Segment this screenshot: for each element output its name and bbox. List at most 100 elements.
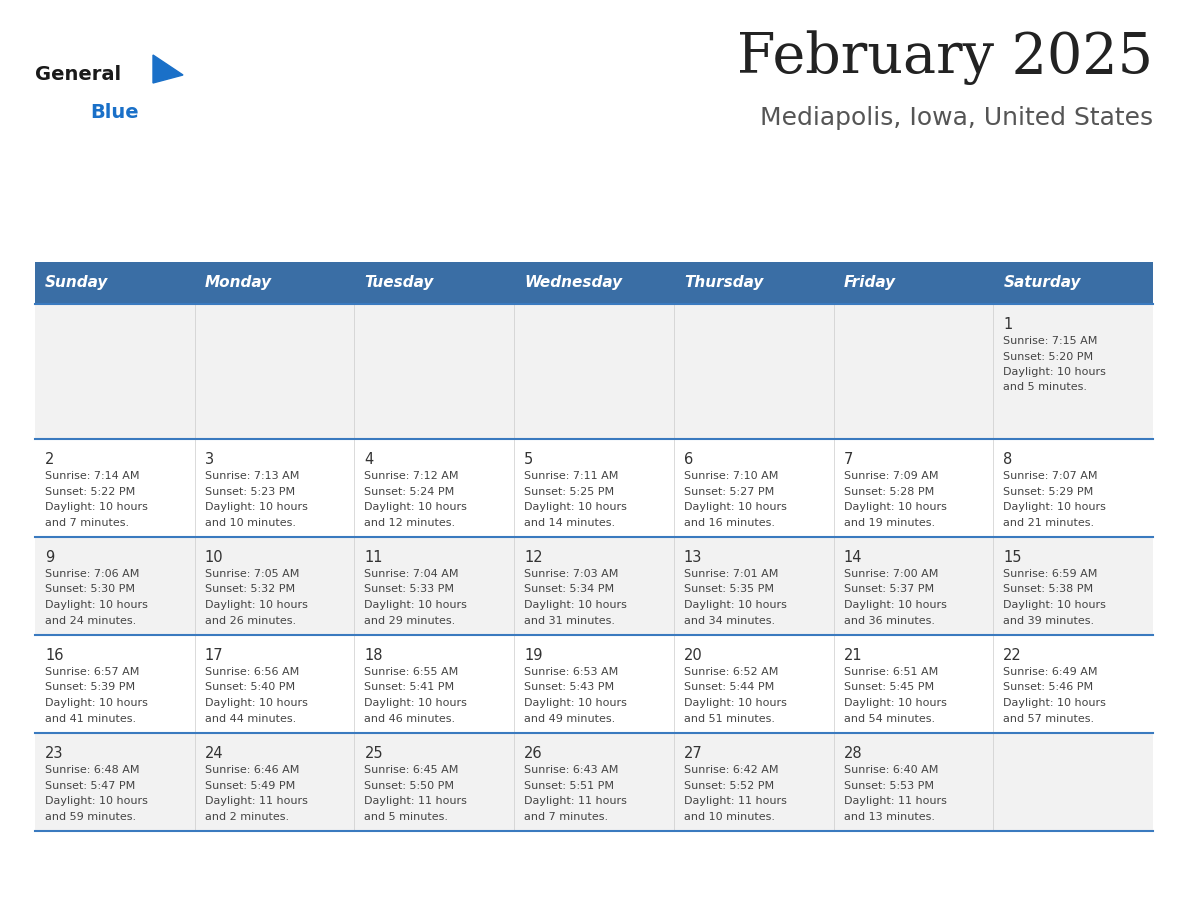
Text: and 54 minutes.: and 54 minutes. [843,713,935,723]
Text: Saturday: Saturday [1004,275,1081,290]
Text: Sunrise: 7:04 AM: Sunrise: 7:04 AM [365,569,459,579]
Polygon shape [153,55,183,83]
Text: Daylight: 10 hours: Daylight: 10 hours [365,698,467,708]
Text: General: General [34,65,121,84]
Text: and 13 minutes.: and 13 minutes. [843,812,935,822]
Text: 24: 24 [204,746,223,761]
Text: and 7 minutes.: and 7 minutes. [524,812,608,822]
Text: Sunset: 5:47 PM: Sunset: 5:47 PM [45,780,135,790]
Bar [514,439,674,537]
Text: Daylight: 10 hours: Daylight: 10 hours [204,502,308,512]
Text: Daylight: 10 hours: Daylight: 10 hours [684,698,786,708]
Bar [34,635,195,733]
Text: Sunrise: 7:09 AM: Sunrise: 7:09 AM [843,471,939,481]
Text: February 2025: February 2025 [737,30,1154,85]
Text: Sunset: 5:44 PM: Sunset: 5:44 PM [684,682,775,692]
Text: Sunrise: 7:12 AM: Sunrise: 7:12 AM [365,471,459,481]
Text: and 16 minutes.: and 16 minutes. [684,518,775,528]
Bar [354,635,514,733]
Text: 27: 27 [684,746,702,761]
Text: Sunrise: 7:00 AM: Sunrise: 7:00 AM [843,569,939,579]
Text: 13: 13 [684,550,702,565]
Bar [354,304,514,439]
Text: and 36 minutes.: and 36 minutes. [843,615,935,625]
Text: Sunset: 5:46 PM: Sunset: 5:46 PM [1004,682,1093,692]
Text: Sunrise: 7:03 AM: Sunrise: 7:03 AM [524,569,619,579]
Text: Sunset: 5:30 PM: Sunset: 5:30 PM [45,585,135,595]
Bar [993,733,1154,831]
Text: Daylight: 11 hours: Daylight: 11 hours [843,796,947,806]
Text: Sunrise: 6:42 AM: Sunrise: 6:42 AM [684,765,778,775]
Bar [834,537,993,635]
Bar [674,304,834,439]
Text: Sunset: 5:50 PM: Sunset: 5:50 PM [365,780,455,790]
Text: 4: 4 [365,452,374,467]
Text: Sunset: 5:43 PM: Sunset: 5:43 PM [524,682,614,692]
Bar [993,304,1154,439]
Text: 1: 1 [1004,317,1012,332]
Text: 26: 26 [524,746,543,761]
Text: 17: 17 [204,648,223,663]
Bar [195,635,354,733]
Text: and 2 minutes.: and 2 minutes. [204,812,289,822]
Text: and 14 minutes.: and 14 minutes. [524,518,615,528]
Text: Sunset: 5:37 PM: Sunset: 5:37 PM [843,585,934,595]
Text: Daylight: 10 hours: Daylight: 10 hours [45,698,147,708]
Text: and 5 minutes.: and 5 minutes. [365,812,448,822]
Text: Sunset: 5:23 PM: Sunset: 5:23 PM [204,487,295,497]
Bar [834,635,993,733]
Text: 6: 6 [684,452,693,467]
Text: Sunset: 5:33 PM: Sunset: 5:33 PM [365,585,455,595]
Text: Daylight: 11 hours: Daylight: 11 hours [204,796,308,806]
Text: Daylight: 10 hours: Daylight: 10 hours [524,698,627,708]
Text: 28: 28 [843,746,862,761]
Text: and 51 minutes.: and 51 minutes. [684,713,775,723]
Text: Monday: Monday [204,275,272,290]
Bar [834,733,993,831]
Text: Sunrise: 6:49 AM: Sunrise: 6:49 AM [1004,667,1098,677]
Text: Sunset: 5:39 PM: Sunset: 5:39 PM [45,682,135,692]
Text: Sunrise: 7:14 AM: Sunrise: 7:14 AM [45,471,139,481]
Text: and 19 minutes.: and 19 minutes. [843,518,935,528]
Text: 19: 19 [524,648,543,663]
Text: 21: 21 [843,648,862,663]
Text: Sunset: 5:34 PM: Sunset: 5:34 PM [524,585,614,595]
Text: and 39 minutes.: and 39 minutes. [1004,615,1094,625]
Text: Sunset: 5:40 PM: Sunset: 5:40 PM [204,682,295,692]
Text: 10: 10 [204,550,223,565]
Text: Sunrise: 6:51 AM: Sunrise: 6:51 AM [843,667,937,677]
Bar [674,733,834,831]
Text: Daylight: 10 hours: Daylight: 10 hours [45,796,147,806]
Bar [993,635,1154,733]
Text: Daylight: 10 hours: Daylight: 10 hours [524,600,627,610]
Text: Sunrise: 6:59 AM: Sunrise: 6:59 AM [1004,569,1098,579]
Text: and 29 minutes.: and 29 minutes. [365,615,456,625]
Bar [354,439,514,537]
Bar [354,537,514,635]
Text: Sunrise: 6:53 AM: Sunrise: 6:53 AM [524,667,619,677]
Bar [674,439,834,537]
Text: and 46 minutes.: and 46 minutes. [365,713,455,723]
Text: 25: 25 [365,746,383,761]
Bar [34,733,195,831]
Bar [514,635,674,733]
Text: 15: 15 [1004,550,1022,565]
Bar [993,439,1154,537]
Text: Daylight: 10 hours: Daylight: 10 hours [524,502,627,512]
Text: Mediapolis, Iowa, United States: Mediapolis, Iowa, United States [760,106,1154,130]
Text: and 31 minutes.: and 31 minutes. [524,615,615,625]
Text: Sunset: 5:29 PM: Sunset: 5:29 PM [1004,487,1093,497]
Bar [993,537,1154,635]
Bar [34,537,195,635]
Text: Sunrise: 6:45 AM: Sunrise: 6:45 AM [365,765,459,775]
Text: Sunset: 5:35 PM: Sunset: 5:35 PM [684,585,773,595]
Text: 22: 22 [1004,648,1022,663]
Text: Sunrise: 6:52 AM: Sunrise: 6:52 AM [684,667,778,677]
Text: 20: 20 [684,648,702,663]
Text: 11: 11 [365,550,383,565]
Text: Daylight: 10 hours: Daylight: 10 hours [1004,698,1106,708]
Text: Sunset: 5:52 PM: Sunset: 5:52 PM [684,780,775,790]
Text: Sunset: 5:20 PM: Sunset: 5:20 PM [1004,352,1093,362]
Text: Wednesday: Wednesday [524,275,623,290]
Text: and 10 minutes.: and 10 minutes. [204,518,296,528]
